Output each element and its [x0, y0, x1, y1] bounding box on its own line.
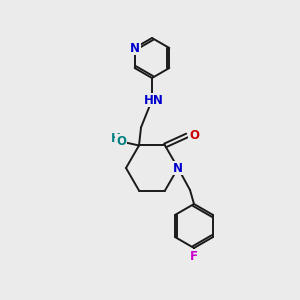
Text: O: O — [116, 135, 126, 148]
Text: HN: HN — [144, 94, 164, 106]
Text: F: F — [190, 250, 198, 262]
Text: O: O — [189, 129, 199, 142]
Text: N: N — [173, 161, 183, 175]
Text: H: H — [111, 132, 121, 145]
Text: N: N — [130, 41, 140, 55]
